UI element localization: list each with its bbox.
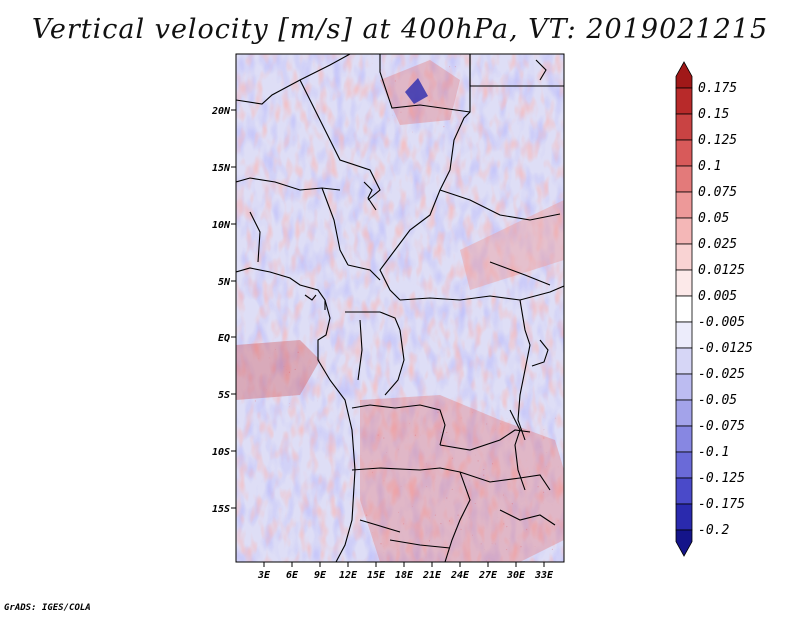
colorbar-label: 0.075 — [698, 185, 737, 200]
lat-label: 10S — [212, 447, 230, 458]
lon-label: 21E — [422, 570, 442, 581]
lon-label: 18E — [395, 570, 414, 581]
lon-label: 12E — [339, 570, 358, 581]
colorbar-label: 0.0125 — [698, 263, 745, 278]
colorbar-label: 0.15 — [698, 107, 729, 122]
lon-label: 9E — [314, 570, 327, 581]
colorbar: 0.175 0.15 0.125 0.1 0.075 0.05 0.025 0.0125 0.0… — [675, 61, 753, 557]
lon-label: 30E — [506, 570, 526, 581]
colorbar-arrow-top — [675, 61, 693, 89]
colorbar-segment — [675, 503, 693, 531]
colorbar-label: -0.2 — [698, 523, 729, 538]
colorbar-label: 0.1 — [698, 159, 721, 174]
colorbar-label: 0.175 — [698, 81, 737, 96]
map-frame — [235, 53, 565, 563]
colorbar-segment — [675, 295, 693, 323]
lat-label: 15S — [212, 504, 230, 515]
colorbar-label: 0.125 — [698, 133, 737, 148]
colorbar-label: -0.175 — [698, 497, 745, 512]
colorbar-label: -0.1 — [698, 445, 729, 460]
software-credit: GrADS: IGES/COLA — [4, 603, 91, 613]
lon-label: 27E — [478, 570, 498, 581]
lon-label: 33E — [534, 570, 554, 581]
colorbar-label: -0.125 — [698, 471, 745, 486]
ascent-region-congo — [236, 330, 336, 410]
colorbar-segment — [675, 425, 693, 453]
colorbar-segment — [675, 347, 693, 375]
colorbar-segment — [675, 399, 693, 427]
ascent-region-north — [370, 55, 470, 135]
colorbar-segment — [675, 113, 693, 141]
lat-label: EQ — [218, 333, 230, 344]
lon-label: 24E — [450, 570, 470, 581]
lat-label: 5N — [218, 277, 231, 288]
colorbar-label: -0.005 — [698, 315, 745, 330]
colorbar-label: -0.05 — [698, 393, 737, 408]
colorbar-label: 0.05 — [698, 211, 729, 226]
ascent-band-northeast — [460, 200, 564, 290]
colorbar-segment — [675, 165, 693, 193]
country-borders — [236, 54, 564, 562]
colorbar-segment — [675, 191, 693, 219]
lon-label: 15E — [367, 570, 386, 581]
colorbar-segment — [675, 217, 693, 245]
colorbar-label: -0.025 — [698, 367, 745, 382]
colorbar-segment — [675, 139, 693, 167]
latitude-axis: 20N 15N 10N 5N EQ 5S 10S 15S — [211, 106, 236, 515]
longitude-axis: 3E 6E 9E 12E 15E 18E 21E 24E 27E 30E 33E — [257, 562, 554, 581]
lat-label: 5S — [218, 390, 230, 401]
colorbar-segment — [675, 321, 693, 349]
colorbar-segment — [675, 269, 693, 297]
colorbar-segment — [675, 451, 693, 479]
map-panel — [236, 54, 564, 562]
colorbar-label: 0.025 — [698, 237, 737, 252]
colorbar-segment — [675, 373, 693, 401]
chart-title: Vertical velocity [m/s] at 400hPa, VT: 2… — [31, 14, 769, 45]
colorbar-segment — [675, 87, 693, 115]
lat-label: 20N — [211, 106, 231, 117]
colorbar-label: 0.005 — [698, 289, 737, 304]
lat-label: 10N — [212, 220, 231, 231]
colorbar-segment — [675, 243, 693, 271]
colorbar-label: -0.075 — [698, 419, 745, 434]
lon-label: 6E — [286, 570, 299, 581]
colorbar-segment — [675, 477, 693, 505]
colorbar-label: -0.0125 — [698, 341, 753, 356]
lat-label: 15N — [212, 163, 231, 174]
lon-label: 3E — [257, 570, 271, 581]
colorbar-arrow-bottom — [675, 529, 693, 557]
